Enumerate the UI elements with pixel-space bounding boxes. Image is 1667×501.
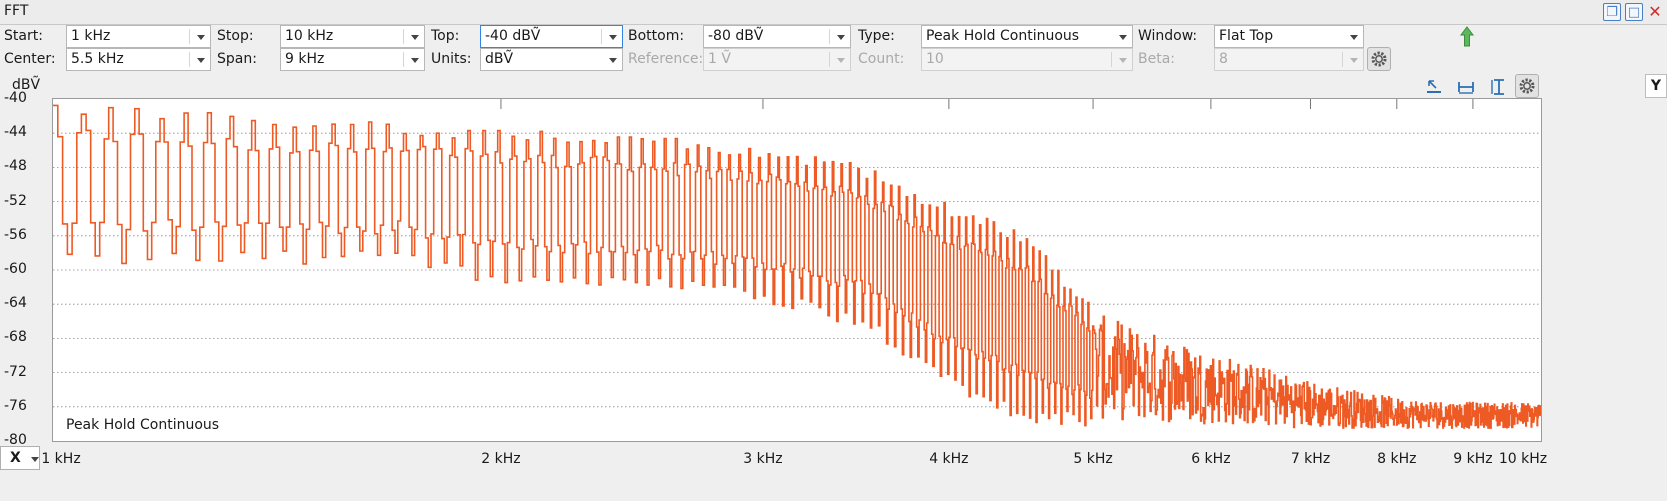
reference-combo: 1 Ṽ — [703, 48, 851, 71]
maximize-icon[interactable]: □ — [1625, 3, 1643, 21]
chevron-down-icon — [197, 58, 205, 63]
beta-combo: 8 — [1214, 48, 1364, 71]
x-tick-label: 9 kHz — [1453, 451, 1493, 467]
count-label: Count: — [858, 51, 905, 67]
top-combo[interactable]: -40 dBṼ — [480, 25, 623, 48]
chevron-down-icon — [837, 35, 845, 40]
x-tick-label: 1 kHz — [41, 451, 81, 467]
start-label: Start: — [4, 28, 43, 44]
vertical-measure-icon — [1491, 79, 1504, 95]
chevron-down-icon — [609, 35, 617, 40]
x-tick-label: 10 kHz — [1498, 451, 1548, 467]
cursor-arrow-icon — [1427, 80, 1441, 93]
arrow-up-icon[interactable] — [1460, 26, 1474, 48]
x-tick-label: 7 kHz — [1290, 451, 1331, 467]
top-label: Top: — [431, 28, 460, 44]
fft-plot-canvas — [53, 99, 1541, 429]
window-buttons: ❐ □ ✕ — [1603, 1, 1663, 21]
cursor-tool-button[interactable] — [1422, 76, 1446, 98]
span-combo[interactable]: 9 kHz — [280, 48, 425, 71]
x-tick-label: 6 kHz — [1191, 451, 1231, 467]
y-axis-button[interactable]: Y — [1645, 74, 1667, 98]
y-tick-label: -80 — [4, 432, 27, 448]
y-axis-unit: dBṼ — [12, 77, 41, 93]
x-tick-label: 2 kHz — [481, 451, 521, 467]
y-tick-label: -40 — [4, 90, 27, 106]
units-label: Units: — [431, 51, 472, 67]
x-tick-label: 5 kHz — [1073, 451, 1113, 467]
bottom-label: Bottom: — [628, 28, 685, 44]
gear-icon — [1371, 51, 1387, 67]
reference-label: Reference: — [628, 51, 704, 67]
chevron-down-icon — [197, 35, 205, 40]
center-label: Center: — [4, 51, 56, 67]
x-tick-label: 8 kHz — [1377, 451, 1417, 467]
y-tick-label: -48 — [4, 158, 27, 175]
span-label: Span: — [217, 51, 257, 67]
bottom-combo[interactable]: -80 dBṼ — [703, 25, 851, 48]
stop-combo[interactable]: 10 kHz — [280, 25, 425, 48]
gear-icon — [1519, 78, 1535, 94]
center-combo[interactable]: 5.5 kHz — [66, 48, 211, 71]
chevron-down-icon — [411, 35, 419, 40]
y-tick-label: -56 — [4, 226, 27, 243]
y-tick-label: -72 — [4, 363, 27, 380]
window-label: Window: — [1138, 28, 1198, 44]
spectrum-trace — [53, 104, 1541, 429]
horizontal-measure-icon — [1458, 82, 1474, 94]
y-tick-label: -44 — [4, 124, 27, 141]
x-tick-label: 4 kHz — [929, 451, 969, 467]
chevron-down-icon — [609, 58, 617, 63]
y-tick-label: -64 — [4, 295, 27, 312]
window-settings-button[interactable] — [1367, 47, 1391, 71]
start-combo[interactable]: 1 kHz — [66, 25, 211, 48]
beta-label: Beta: — [1138, 51, 1176, 67]
chevron-down-icon — [837, 58, 845, 63]
chevron-down-icon — [1119, 35, 1127, 40]
x-tick-label: 3 kHz — [743, 451, 783, 467]
restore-icon[interactable]: ❐ — [1603, 3, 1621, 21]
chevron-down-icon — [1350, 58, 1358, 63]
vertical-cursor-button[interactable] — [1486, 76, 1510, 98]
horizontal-cursor-button[interactable] — [1454, 76, 1478, 98]
window-title: FFT — [4, 3, 29, 19]
units-combo[interactable]: dBṼ — [480, 48, 623, 71]
plot-settings-button[interactable] — [1515, 74, 1539, 98]
y-tick-label: -60 — [4, 261, 27, 277]
y-tick-label: -76 — [4, 397, 27, 414]
close-icon[interactable]: ✕ — [1648, 1, 1662, 21]
type-combo[interactable]: Peak Hold Continuous — [921, 25, 1133, 48]
count-combo: 10 — [921, 48, 1133, 71]
x-axis-button[interactable]: X — [0, 446, 40, 470]
title-bar: FFT ❐ □ ✕ — [0, 0, 1667, 25]
chevron-down-icon — [1119, 58, 1127, 63]
y-tick-label: -68 — [4, 329, 27, 346]
legend-label: Peak Hold Continuous — [66, 417, 220, 433]
window-combo[interactable]: Flat Top — [1214, 25, 1364, 48]
fft-plot[interactable]: Peak Hold Continuous — [52, 98, 1542, 442]
chevron-down-icon — [31, 457, 39, 462]
chevron-down-icon — [1350, 35, 1358, 40]
y-tick-label: -52 — [4, 192, 27, 209]
stop-label: Stop: — [217, 28, 254, 44]
type-label: Type: — [858, 28, 895, 44]
chevron-down-icon — [411, 58, 419, 63]
